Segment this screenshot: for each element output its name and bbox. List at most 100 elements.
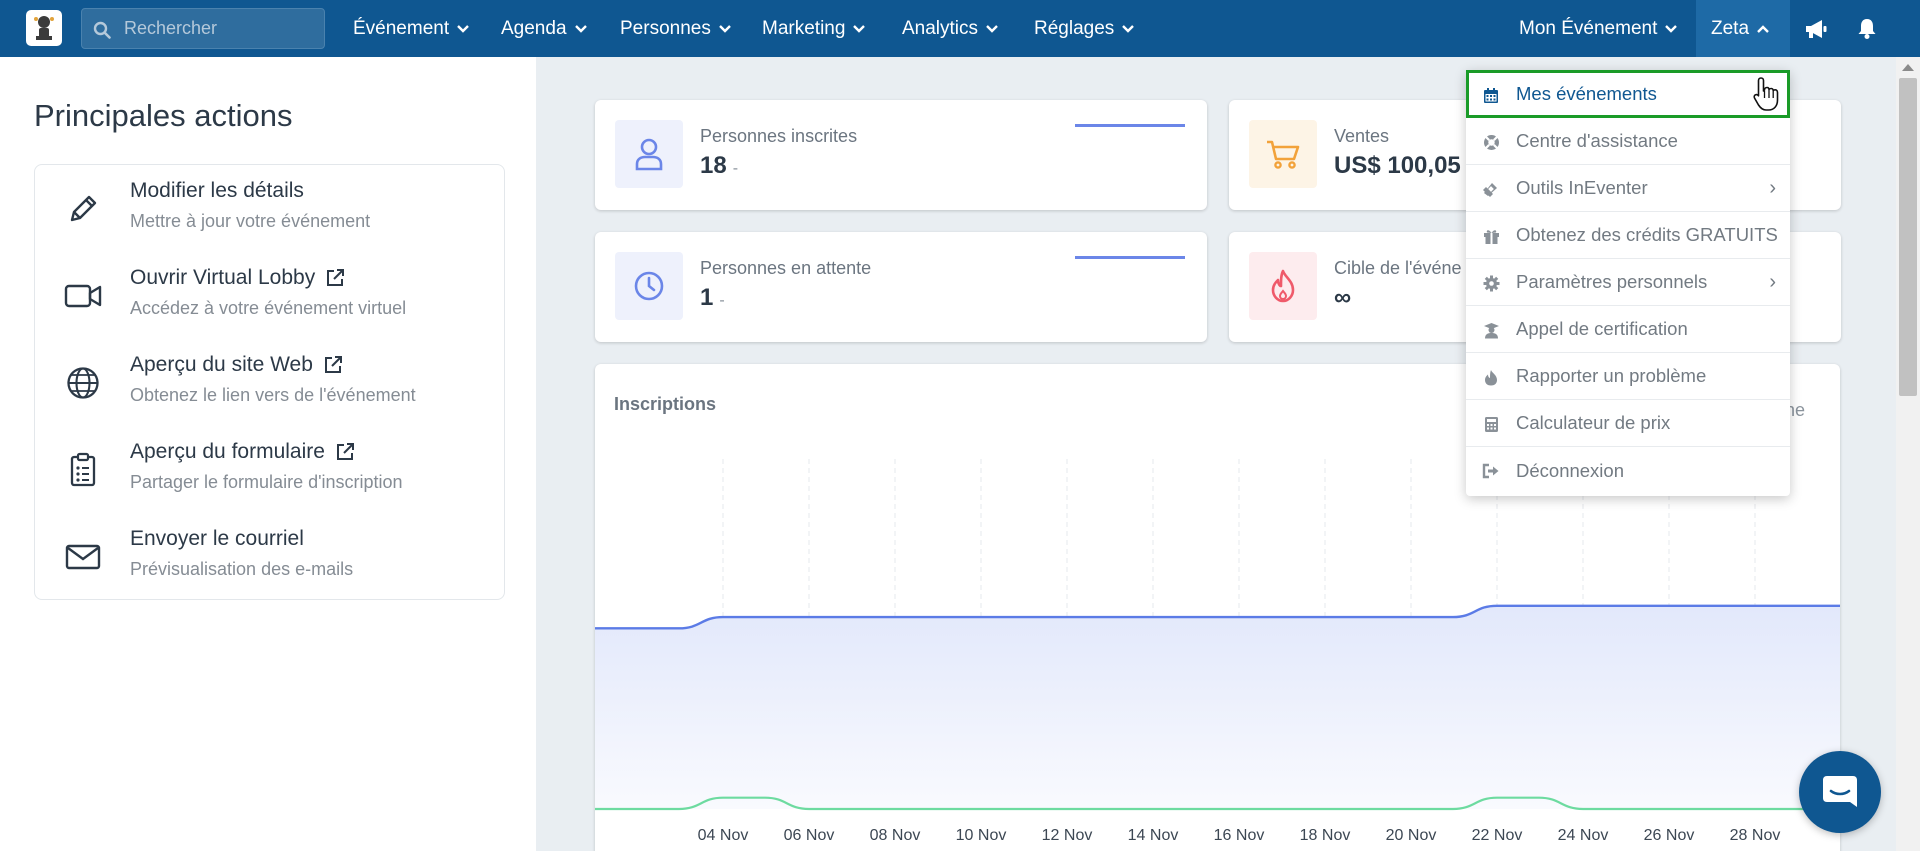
x-tick-label: 20 Nov <box>1386 827 1437 844</box>
chevron-down-icon <box>1122 24 1135 33</box>
x-tick-label: 10 Nov <box>956 827 1007 844</box>
action-subtitle: Prévisualisation des e-mails <box>130 559 354 579</box>
menu-item-label: Rapporter un problème <box>1516 365 1707 386</box>
search-input[interactable] <box>124 9 319 48</box>
chart-area-fill <box>595 605 1840 809</box>
chevron-right-icon: › <box>1769 271 1776 293</box>
x-tick-label: 08 Nov <box>870 827 921 844</box>
menu-item-credits-gratuits[interactable]: Obtenez des crédits GRATUITS <box>1466 212 1790 259</box>
search-box[interactable] <box>81 8 325 49</box>
stat-sparkline <box>1075 256 1185 259</box>
clipboard-icon <box>63 450 103 490</box>
scroll-up-arrow-icon[interactable] <box>1902 64 1914 71</box>
nav-agenda[interactable]: Agenda <box>501 0 587 57</box>
menu-item-calculateur-prix[interactable]: Calculateur de prix <box>1466 400 1790 447</box>
nav-evenement[interactable]: Événement <box>353 0 469 57</box>
chevron-down-icon <box>457 24 469 33</box>
x-tick-label: 28 Nov <box>1730 827 1781 844</box>
menu-item-outils-ineventer[interactable]: Outils InEventer › <box>1466 165 1790 212</box>
x-tick-label: 12 Nov <box>1042 827 1093 844</box>
x-tick-label: 22 Nov <box>1472 827 1523 844</box>
x-tick-label: 14 Nov <box>1128 827 1179 844</box>
chart-series-line-1 <box>595 604 1840 630</box>
menu-item-label: Calculateur de prix <box>1516 412 1671 433</box>
menu-item-label: Déconnexion <box>1516 459 1624 481</box>
nav-reglages[interactable]: Réglages <box>1034 0 1135 57</box>
action-title: Envoyer le courriel <box>130 527 304 550</box>
action-modifier-details[interactable]: Modifier les détails Mettre à jour votre… <box>35 165 504 252</box>
menu-item-label: Obtenez des crédits GRATUITS <box>1516 224 1778 245</box>
nav-reglages-label: Réglages <box>1034 17 1115 39</box>
stat-value: 18- <box>700 152 739 179</box>
action-site-web[interactable]: Aperçu du site Web Obtenez le lien vers … <box>35 339 504 426</box>
top-navigation-bar: Événement Agenda Personnes Marketing Ana… <box>0 0 1920 57</box>
lifebuoy-icon <box>1482 133 1500 151</box>
chat-icon <box>1823 776 1857 807</box>
inscriptions-chart: 04 Nov 06 Nov 08 Nov 10 Nov 12 Nov 14 Nov 16 N… <box>595 459 1840 844</box>
tools-icon <box>1482 180 1500 198</box>
action-courriel[interactable]: Envoyer le courriel Prévisualisation des… <box>35 513 504 600</box>
x-tick-label: 16 Nov <box>1214 827 1265 844</box>
gift-icon <box>1482 227 1500 245</box>
nav-mon-evenement[interactable]: Mon Événement <box>1519 0 1678 57</box>
chart-series-line-2 <box>595 796 1840 811</box>
logout-icon <box>1482 462 1500 480</box>
app-logo[interactable] <box>26 10 62 46</box>
action-title: Modifier les détails <box>130 179 304 202</box>
menu-item-centre-assistance[interactable]: Centre d'assistance <box>1466 118 1790 165</box>
flame-icon <box>1249 252 1317 320</box>
x-tick-label: 04 Nov <box>698 827 749 844</box>
bell-icon <box>1858 18 1876 39</box>
x-tick-label: 24 Nov <box>1558 827 1609 844</box>
clock-icon <box>615 252 683 320</box>
chevron-down-icon <box>853 24 866 33</box>
pencil-icon <box>63 189 103 229</box>
chat-launcher-button[interactable] <box>1799 751 1881 833</box>
menu-item-rapporter-probleme[interactable]: Rapporter un problème <box>1466 353 1790 400</box>
x-tick-label: 06 Nov <box>784 827 835 844</box>
calendar-icon <box>1482 86 1500 104</box>
menu-item-deconnexion[interactable]: Déconnexion <box>1466 447 1790 494</box>
announcements-button[interactable] <box>1792 0 1840 57</box>
panel-title: Principales actions <box>34 98 293 133</box>
action-title: Aperçu du site Web <box>130 353 313 376</box>
fire-icon <box>1482 368 1500 386</box>
menu-item-label: Mes événements <box>1516 83 1657 104</box>
stat-label: Personnes en attente <box>700 258 872 278</box>
nav-evenement-label: Événement <box>353 17 450 39</box>
nav-mon-evenement-label: Mon Événement <box>1519 17 1658 39</box>
megaphone-icon <box>1806 19 1827 38</box>
scrollbar-thumb[interactable] <box>1899 78 1917 396</box>
action-virtual-lobby[interactable]: Ouvrir Virtual Lobby Accédez à votre évé… <box>35 252 504 339</box>
hand-cursor-icon <box>1753 77 1779 111</box>
external-link-icon <box>336 443 354 460</box>
action-subtitle: Partager le formulaire d'inscription <box>130 472 403 492</box>
nav-marketing[interactable]: Marketing <box>762 0 866 57</box>
chevron-down-icon <box>1665 24 1678 33</box>
actions-card: Modifier les détails Mettre à jour votre… <box>34 164 505 600</box>
action-subtitle: Accédez à votre événement virtuel <box>130 298 407 318</box>
menu-item-parametres-personnels[interactable]: Paramètres personnels › <box>1466 259 1790 306</box>
nav-analytics[interactable]: Analytics <box>902 0 998 57</box>
menu-item-label: Appel de certification <box>1516 318 1688 339</box>
stat-personnes-en-attente[interactable]: Personnes en attente 1- <box>595 232 1207 342</box>
menu-item-label: Paramètres personnels <box>1516 271 1708 292</box>
chevron-right-icon: › <box>1769 177 1776 199</box>
stat-personnes-inscrites[interactable]: Personnes inscrites 18- <box>595 100 1207 210</box>
x-tick-label: 26 Nov <box>1644 827 1695 844</box>
user-menu-button[interactable]: Zeta <box>1711 0 1769 57</box>
chevron-down-icon <box>574 24 587 33</box>
menu-item-appel-certification[interactable]: Appel de certification <box>1466 306 1790 353</box>
nav-analytics-label: Analytics <box>902 17 979 39</box>
globe-icon <box>63 363 103 403</box>
stat-value: ∞ <box>1334 284 1352 311</box>
action-formulaire[interactable]: Aperçu du formulaire Partager le formula… <box>35 426 504 513</box>
chevron-up-icon <box>1757 24 1769 33</box>
x-tick-label: 18 Nov <box>1300 827 1351 844</box>
notifications-button[interactable] <box>1843 0 1891 57</box>
nav-personnes[interactable]: Personnes <box>620 0 731 57</box>
stat-label: Personnes inscrites <box>700 126 858 146</box>
person-icon <box>615 120 683 188</box>
user-dropdown-menu: Mes événements Centre d'assistance Outil… <box>1466 70 1790 496</box>
menu-item-mes-evenements[interactable]: Mes événements <box>1466 70 1790 118</box>
